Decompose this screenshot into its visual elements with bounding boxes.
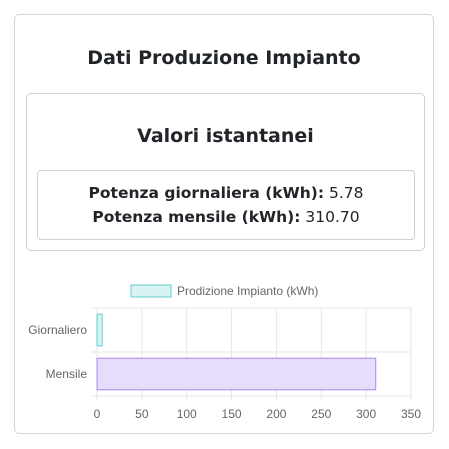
legend-swatch [130,284,172,298]
monthly-power-value: 310.70 [305,208,360,226]
daily-power-label: Potenza giornaliera (kWh): [88,184,325,202]
daily-power-row: Potenza giornaliera (kWh): 5.78 [38,181,414,205]
monthly-power-row: Potenza mensile (kWh): 310.70 [38,205,414,229]
monthly-power-label: Potenza mensile (kWh): [92,208,301,226]
y-category-label: Giornaliero [28,323,87,337]
x-tick-label: 350 [401,407,421,421]
x-tick-label: 200 [266,407,286,421]
panel-subtitle: Valori istantanei [137,125,314,147]
instant-values-panel: Valori istantanei Potenza giornaliera (k… [26,93,425,251]
x-tick-label: 50 [135,407,149,421]
daily-power-value: 5.78 [328,184,364,202]
card-title: Dati Produzione Impianto [87,47,361,69]
legend-label: Prodizione Impianto (kWh) [177,284,318,298]
bar-giornaliero [96,313,103,347]
x-tick-label: 250 [311,407,331,421]
x-tick-label: 300 [356,407,376,421]
x-tick-label: 150 [222,407,242,421]
x-tick-label: 100 [177,407,197,421]
bar-mensile [96,357,377,391]
y-category-label: Mensile [46,367,88,381]
values-box: Potenza giornaliera (kWh): 5.78 Potenza … [37,170,415,240]
x-tick-label: 0 [94,407,101,421]
